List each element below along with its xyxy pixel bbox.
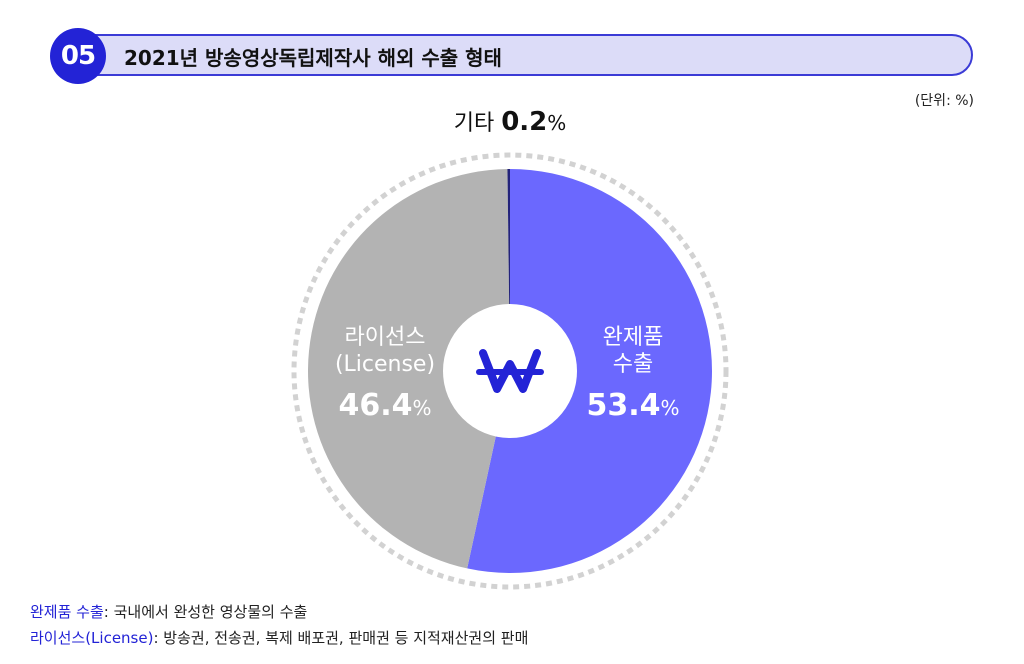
pie-slice [308,169,510,569]
page-title: 2021년 방송영상독립제작사 해외 수출 형태 [124,46,502,70]
pie-slice [467,169,713,573]
legend-desc: : 방송권, 전송권, 복제 배포권, 판매권 등 지적재산권의 판매 [153,629,529,647]
won-icon [476,349,544,393]
slice-value-label: 53.4% [586,388,679,423]
pie-slices [308,169,713,573]
slice-label-line: 라이선스 [345,325,426,350]
legend-term: 라이선스(License) [30,629,154,647]
header-bar [55,34,973,76]
slice-label-line: 수출 [613,352,653,377]
unit-note: (단위: %) [914,93,974,109]
slice-label-line: 완제품 [603,325,664,350]
dashed-outer-ring [291,152,729,590]
section-number-badge: 05 [50,28,106,84]
slice-value-label: 46.4% [338,388,431,423]
legend-item-license: 라이선스(License): 방송권, 전송권, 복제 배포권, 판매권 등 지… [30,627,528,648]
legend-term: 완제품 수출 [30,603,104,621]
slice-label-line: (License) [335,352,435,377]
slice-label: 기타 0.2% [454,107,567,137]
legend-item-finished-export: 완제품 수출: 국내에서 완성한 영상물의 수출 [30,601,307,622]
legend-desc: : 국내에서 완성한 영상물의 수출 [103,603,308,621]
